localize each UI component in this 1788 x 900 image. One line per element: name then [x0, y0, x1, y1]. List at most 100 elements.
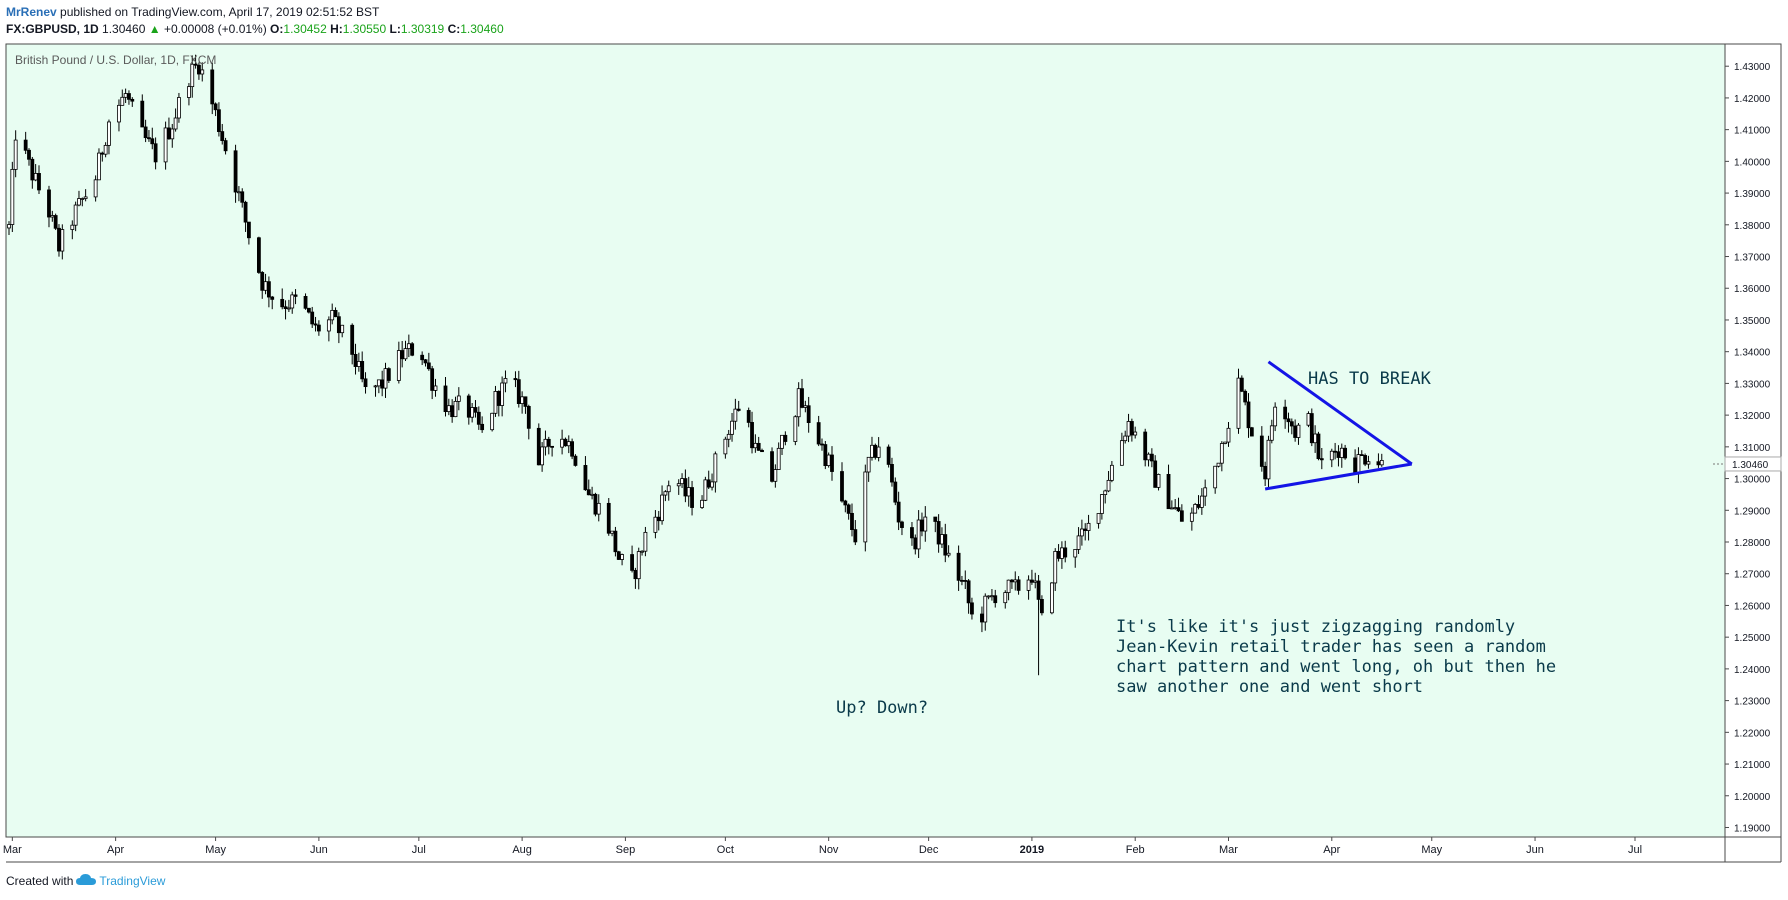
candle-down [526, 406, 531, 429]
candle-down [247, 221, 251, 239]
candle-up [1033, 580, 1038, 583]
triangle-drawing[interactable] [1264, 360, 1725, 491]
candle-down [1149, 453, 1154, 462]
candle-up [1026, 579, 1031, 591]
candle-up [433, 385, 438, 391]
candle-up [1086, 522, 1091, 531]
x-tick-label: Mar [1219, 844, 1238, 856]
candle-down [630, 554, 634, 571]
candle-down [410, 343, 415, 356]
candle-down [516, 379, 521, 404]
candle-up [876, 446, 881, 458]
change-value: +0.00008 (+0.01%) [160, 22, 271, 36]
candle-down [380, 379, 385, 389]
candle-up [107, 121, 111, 146]
candle-down [353, 353, 358, 367]
candle-down [1319, 458, 1324, 461]
candle-down [303, 296, 308, 309]
y-tick-label: 1.40000 [1734, 157, 1771, 168]
candle-up [866, 456, 871, 473]
candle-up [666, 485, 671, 493]
candle-down [476, 411, 481, 425]
candle-down [823, 444, 828, 467]
candle-up [383, 368, 388, 389]
candle-down [336, 316, 341, 334]
candle-up [1146, 453, 1151, 461]
candle-down [563, 438, 568, 447]
candle-down [480, 423, 485, 431]
candle-up [406, 343, 411, 349]
candle-up [60, 229, 65, 252]
candle-down [1056, 550, 1061, 559]
candle-up [1003, 592, 1008, 604]
candle-up [596, 502, 601, 515]
y-tick-label: 1.24000 [1734, 665, 1771, 676]
y-tick-label: 1.41000 [1734, 126, 1771, 137]
candle-up [1173, 507, 1178, 510]
candle-down [886, 446, 891, 465]
last-price: 1.30460 [98, 22, 149, 36]
candle-up [103, 144, 108, 155]
y-tick-label: 1.20000 [1734, 792, 1771, 803]
candle-down [1143, 431, 1148, 461]
candle-up [500, 382, 505, 406]
price-scale[interactable] [1724, 43, 1782, 838]
y-tick-label: 1.27000 [1734, 570, 1771, 581]
candle-up [1269, 425, 1274, 441]
candle-down [843, 500, 848, 506]
x-tick-label: 2019 [1020, 844, 1044, 856]
y-tick-label: 1.43000 [1734, 62, 1771, 73]
candle-down [1336, 451, 1341, 458]
candle-up [733, 408, 738, 422]
candle-down [683, 478, 688, 497]
candle-up [163, 127, 168, 163]
candle-down [806, 405, 811, 423]
candle-down [846, 504, 851, 514]
triangle-upper-line[interactable] [1267, 360, 1413, 466]
triangle-lower-line[interactable] [1264, 462, 1413, 491]
y-tick-label: 1.34000 [1734, 348, 1771, 359]
plot-area[interactable] [5, 43, 1726, 838]
candle-up [1103, 490, 1108, 495]
candle-down [816, 422, 821, 445]
candle-up [93, 179, 98, 198]
close-value: 1.30460 [460, 22, 504, 36]
candle-down [280, 298, 285, 308]
candle-up [50, 215, 55, 218]
candle-up [7, 224, 11, 229]
candle-down [1243, 390, 1248, 403]
candle-up [663, 491, 668, 496]
x-tick-label: Aug [512, 844, 532, 856]
candle-up [793, 416, 798, 442]
tradingview-logo-text[interactable]: TradingView [99, 874, 166, 888]
candle-up [403, 348, 408, 360]
candle-up [1193, 504, 1198, 514]
candle-up [1060, 547, 1064, 559]
candle-down [210, 69, 215, 105]
candle-up [1156, 473, 1161, 488]
candle-down [386, 368, 391, 381]
candle-down [970, 602, 974, 615]
candle-up [640, 550, 644, 553]
candle-up [1216, 462, 1221, 467]
candle-up [1199, 495, 1204, 508]
candle-up [356, 361, 361, 367]
candle-up [660, 494, 664, 522]
candle-up [916, 519, 921, 550]
candle-up [1133, 431, 1138, 436]
candle-down [1333, 450, 1338, 453]
author-link[interactable]: MrRenev [6, 5, 57, 19]
candle-down [960, 579, 964, 582]
candle-up [237, 191, 241, 194]
candle-up [123, 93, 128, 98]
candle-down [27, 149, 31, 160]
candle-down [37, 173, 41, 191]
candle-down [820, 443, 824, 446]
candle-down [550, 445, 555, 448]
low-value: 1.30319 [400, 22, 445, 36]
candle-down [1363, 455, 1368, 465]
candle-up [70, 224, 75, 230]
candle-down [1343, 447, 1348, 459]
candle-down [496, 391, 501, 406]
